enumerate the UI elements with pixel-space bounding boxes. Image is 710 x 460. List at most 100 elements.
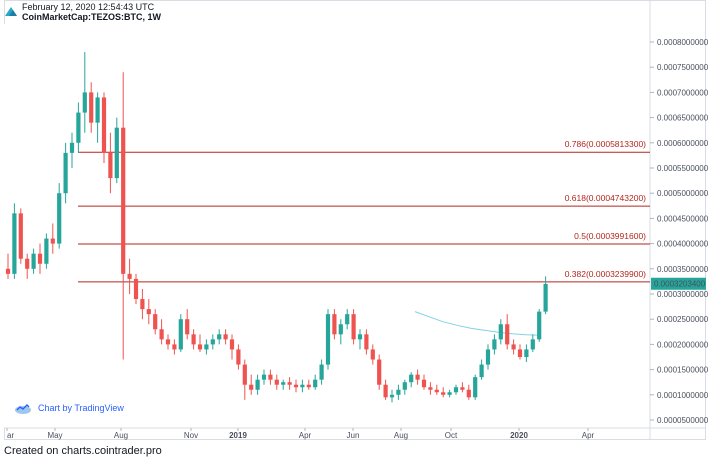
candle[interactable] — [364, 329, 369, 355]
candle[interactable] — [242, 359, 247, 400]
tradingview-watermark[interactable]: Chart by TradingView — [14, 401, 124, 415]
candle[interactable] — [351, 309, 356, 345]
candle[interactable] — [473, 374, 478, 400]
candle[interactable] — [441, 387, 446, 398]
candle[interactable] — [517, 344, 523, 360]
candle[interactable] — [293, 379, 299, 393]
candle[interactable] — [281, 379, 286, 390]
candle[interactable] — [255, 374, 260, 395]
candle[interactable] — [69, 132, 75, 168]
candle[interactable] — [82, 52, 87, 133]
candle[interactable] — [421, 374, 427, 390]
candle[interactable] — [25, 253, 30, 279]
candle[interactable] — [127, 258, 132, 294]
candle[interactable] — [402, 379, 407, 395]
candle[interactable] — [524, 344, 529, 363]
candle[interactable] — [37, 243, 43, 274]
candle[interactable] — [44, 233, 49, 269]
candle[interactable] — [57, 183, 62, 249]
candle[interactable] — [530, 334, 535, 352]
candle[interactable] — [146, 299, 151, 325]
candle[interactable] — [505, 314, 510, 350]
candle[interactable] — [319, 359, 324, 385]
plot-area[interactable] — [4, 24, 650, 428]
time-axis[interactable]: ar May Aug Nov 2019 Apr Jun Aug Oct 2020 Apr — [6, 428, 595, 440]
price-chart[interactable]: 0.786(0.0005813300) 0.618(0.0004743200) 0.… — [0, 0, 710, 440]
candle[interactable] — [313, 374, 318, 390]
candle[interactable] — [12, 203, 17, 279]
candle[interactable] — [172, 339, 177, 355]
candle[interactable] — [537, 309, 542, 342]
candle[interactable] — [63, 142, 68, 204]
candle[interactable] — [415, 369, 420, 385]
candles — [5, 52, 548, 403]
candle[interactable] — [466, 384, 471, 400]
candle[interactable] — [383, 379, 388, 400]
candle[interactable] — [492, 334, 497, 355]
candle-body — [293, 384, 299, 388]
candle[interactable] — [377, 354, 382, 390]
candle[interactable] — [178, 314, 183, 352]
candle[interactable] — [249, 374, 254, 395]
candle[interactable] — [133, 273, 139, 305]
candle[interactable] — [89, 82, 94, 133]
candle[interactable] — [389, 389, 395, 403]
candle[interactable] — [236, 344, 241, 370]
candle[interactable] — [165, 334, 171, 350]
candle[interactable] — [498, 319, 503, 345]
candle[interactable] — [274, 374, 279, 390]
candle[interactable] — [101, 92, 107, 163]
candle[interactable] — [332, 309, 337, 340]
candle[interactable] — [370, 344, 375, 365]
candle[interactable] — [261, 369, 267, 385]
candle[interactable] — [31, 248, 36, 274]
candle[interactable] — [428, 382, 433, 395]
candle[interactable] — [543, 276, 548, 315]
candle[interactable] — [287, 377, 292, 390]
candle[interactable] — [434, 384, 439, 395]
candle[interactable] — [409, 372, 414, 388]
candle[interactable] — [204, 339, 209, 355]
candle[interactable] — [5, 253, 11, 279]
candle[interactable] — [50, 223, 55, 254]
candle[interactable] — [453, 384, 459, 395]
candle[interactable] — [223, 329, 228, 345]
watermark-text[interactable]: Chart by TradingView — [38, 403, 124, 413]
chart-symbol[interactable]: CoinMarketCap:TEZOS:BTC, 1W — [22, 12, 162, 22]
candle[interactable] — [108, 132, 113, 194]
candle[interactable] — [345, 309, 350, 330]
candle[interactable] — [153, 309, 158, 335]
candle[interactable] — [306, 379, 311, 390]
candle[interactable] — [357, 329, 363, 350]
candle[interactable] — [18, 208, 23, 264]
candle-body — [217, 334, 222, 340]
candle[interactable] — [114, 117, 119, 184]
candle-body — [57, 193, 62, 244]
candle[interactable] — [159, 319, 164, 345]
candle[interactable] — [140, 288, 145, 320]
candle[interactable] — [217, 329, 222, 345]
candle[interactable] — [185, 309, 190, 340]
candle[interactable] — [210, 334, 215, 350]
candle[interactable] — [338, 319, 343, 345]
time-tick-label: Nov — [184, 431, 198, 440]
candle[interactable] — [300, 379, 305, 393]
candle-body — [524, 349, 529, 357]
candle[interactable] — [95, 92, 100, 143]
candle[interactable] — [197, 334, 203, 352]
candle[interactable] — [485, 344, 491, 370]
candle[interactable] — [511, 339, 516, 355]
candle[interactable] — [268, 369, 273, 385]
candle[interactable] — [460, 382, 465, 393]
candle[interactable] — [479, 359, 484, 380]
candle[interactable] — [76, 102, 81, 153]
candle[interactable] — [396, 384, 401, 400]
candle[interactable] — [121, 72, 126, 360]
price-tick-label: 0.0008000000 — [657, 38, 709, 47]
price-axis[interactable]: 0.0000500000 0.0001000000 0.0001500000 0.00… — [650, 38, 709, 425]
candle[interactable] — [229, 334, 235, 360]
candle-body — [89, 92, 94, 123]
candle[interactable] — [447, 389, 452, 398]
candle[interactable] — [191, 329, 196, 350]
candle[interactable] — [325, 309, 331, 370]
